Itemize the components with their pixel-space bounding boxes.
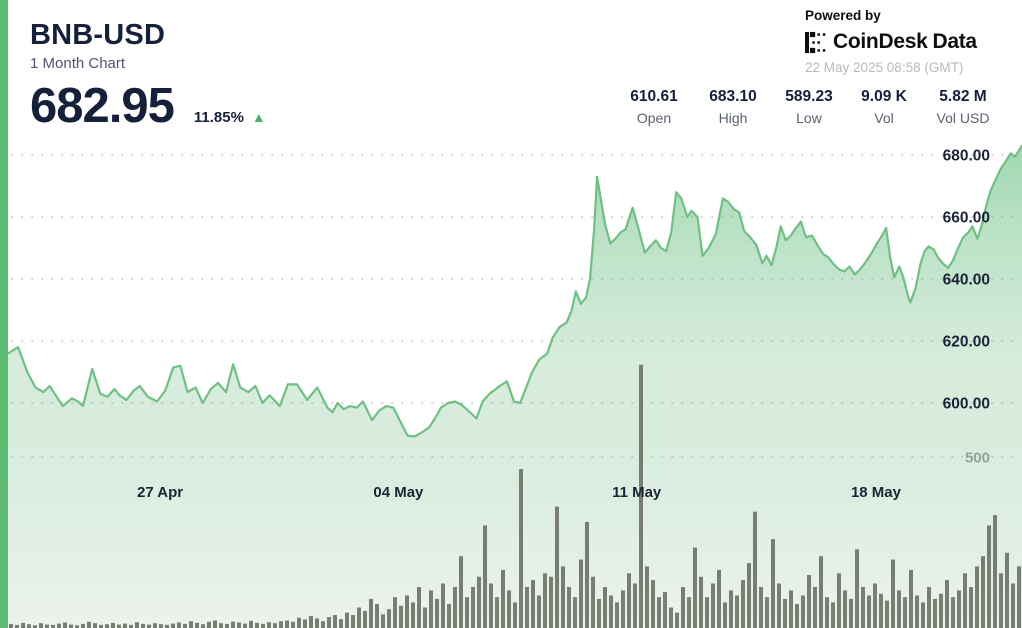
svg-text:11 May: 11 May [612,484,662,501]
stat-volume-value: 9.09 K [861,88,907,105]
stat-high-label: High [718,110,748,126]
stat-volume-usd-label: Vol USD [936,110,990,126]
price-line [6,144,1022,438]
svg-text:660.00: 660.00 [943,210,990,227]
svg-text:27 Apr: 27 Apr [137,484,183,501]
chart-header: BNB-USD 1 Month Chart 682.95 11.85% ▲ [30,19,266,133]
logo-word-data: Data [932,30,977,53]
coindesk-logo-text: CoinDesk Data [833,30,977,54]
volume-bars [9,364,1021,628]
svg-text:04 May: 04 May [373,484,424,501]
logo-word-coindesk: CoinDesk [833,30,928,53]
stat-volume-label: Vol [874,110,894,126]
svg-text:600.00: 600.00 [943,396,990,413]
stat-open-label: Open [636,110,672,126]
powered-by-label: Powered by [805,8,881,23]
stat-volume-usd: 5.82 M Vol USD [937,88,990,126]
up-arrow-icon: ▲ [251,109,266,126]
price-area-fill [8,145,1022,628]
stat-volume-usd-value: 5.82 M [939,88,987,105]
branding-block: Powered by CoinDesk Data 22 May 2025 08:5… [805,8,990,75]
svg-text:18 May: 18 May [851,484,902,501]
left-accent-bar [0,0,8,628]
svg-text:620.00: 620.00 [943,334,990,351]
chart-period-subtitle: 1 Month Chart [30,54,126,72]
change-percent: 11.85% [193,108,244,126]
svg-text:680.00: 680.00 [943,148,990,165]
stat-low-label: Low [796,110,822,126]
gridlines [11,154,1021,458]
stat-high: 683.10 High [709,88,756,126]
date-axis-labels: 27 Apr 04 May 11 May 18 May [137,484,902,501]
coindesk-logo-icon [805,31,826,53]
price-change: 11.85% ▲ [194,109,266,126]
stat-volume: 9.09 K Vol [861,88,907,126]
stat-high-value: 683.10 [709,88,757,105]
stat-open: 610.61 Open [630,88,677,126]
timestamp: 22 May 2025 08:58 (GMT) [805,60,964,75]
price-axis-labels: 680.00 660.00 640.00 620.00 600.00 [943,148,990,413]
coindesk-logo: CoinDesk Data [805,30,990,54]
stat-low-value: 589.23 [785,88,833,105]
svg-text:640.00: 640.00 [943,272,990,289]
ohlc-stats-row: 610.61 Open 683.10 High 589.23 Low 9.09 … [0,88,1022,134]
symbol-title: BNB-USD [30,19,166,51]
current-price: 682.95 [30,78,175,133]
stat-low: 589.23 Low [785,88,832,126]
stat-open-value: 610.61 [630,88,678,105]
volume-axis-label: 500 [965,450,990,467]
